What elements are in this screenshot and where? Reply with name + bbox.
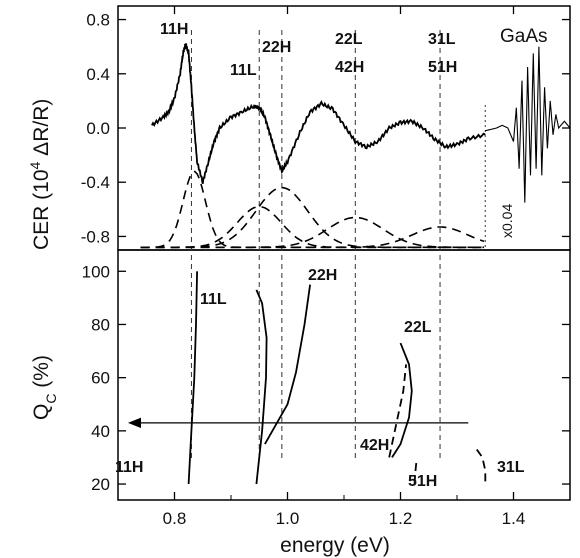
top-ytick-label: 0.0: [86, 119, 110, 138]
component-dashed-curve: [140, 226, 485, 249]
x-ticks: 0.8 1.0 1.2 1.4: [163, 6, 526, 528]
label-31L-top: 31L: [428, 31, 456, 48]
label-51H-top: 51H: [428, 59, 457, 76]
label-gaas: GaAs: [500, 26, 548, 47]
top-y-ticks: -0.8 -0.4 0.0 0.4 0.8: [81, 11, 570, 246]
xtick-label: 1.4: [502, 509, 526, 528]
label-22H-top: 22H: [262, 39, 291, 56]
label-22L-bottom: 22L: [404, 319, 432, 336]
label-11H-bottom: 11H: [115, 459, 143, 476]
qc-curve-31L: [476, 448, 487, 484]
component-dashed-curve: [140, 186, 485, 249]
bottom-ytick-label: 20: [91, 475, 110, 494]
bottom-ytick-label: 100: [82, 262, 110, 281]
top-ytick-label: -0.8: [81, 227, 110, 246]
measured-cer-trace: [151, 43, 486, 185]
transition-guide-lines: [190, 30, 486, 460]
label-42H-top: 42H: [335, 59, 364, 76]
bottom-y-axis-title: QC (%): [30, 355, 59, 420]
bottom-series-group: [187, 271, 487, 485]
bottom-ytick-label: 60: [91, 369, 110, 388]
label-42H-bottom: 42H: [360, 437, 389, 454]
component-dashed-curve: [140, 205, 485, 249]
qc-curve-51H: [413, 462, 418, 485]
xtick-label: 1.0: [276, 509, 300, 528]
label-11L-top: 11L: [230, 62, 257, 79]
bottom-ytick-label: 80: [91, 315, 110, 334]
label-scale-factor: x0.04: [499, 204, 515, 238]
x-axis-title: energy (eV): [280, 534, 390, 557]
top-ytick-label: 0.4: [86, 65, 110, 84]
label-11L-bottom: 11L: [200, 291, 227, 308]
bottom-y-ticks: 20 40 60 80 100: [82, 262, 570, 494]
label-51H-bottom: 51H: [408, 473, 437, 490]
qc-curve-11H: [187, 271, 198, 485]
label-11H-top: 11H: [160, 21, 188, 38]
label-22L-top: 22L: [335, 31, 363, 48]
gaas-trace: [485, 46, 571, 203]
xtick-label: 0.8: [163, 509, 187, 528]
top-series-group: [140, 43, 571, 249]
qc-curve-22L: [391, 342, 413, 458]
component-dashed-curve: [140, 170, 485, 249]
xtick-label: 1.2: [389, 509, 413, 528]
qc-curve-42H: [388, 364, 407, 458]
component-dashed-curve: [140, 216, 485, 249]
top-y-axis-title: CER (104 ΔR/R): [27, 99, 53, 250]
top-ytick-label: 0.8: [86, 11, 110, 30]
label-22H-bottom: 22H: [308, 267, 337, 284]
qc-curve-22H: [264, 284, 311, 445]
top-ytick-label: -0.4: [81, 173, 110, 192]
bottom-ytick-label: 40: [91, 422, 110, 441]
qc-curve-11L: [255, 289, 268, 485]
label-31L-bottom: 31L: [497, 459, 525, 476]
